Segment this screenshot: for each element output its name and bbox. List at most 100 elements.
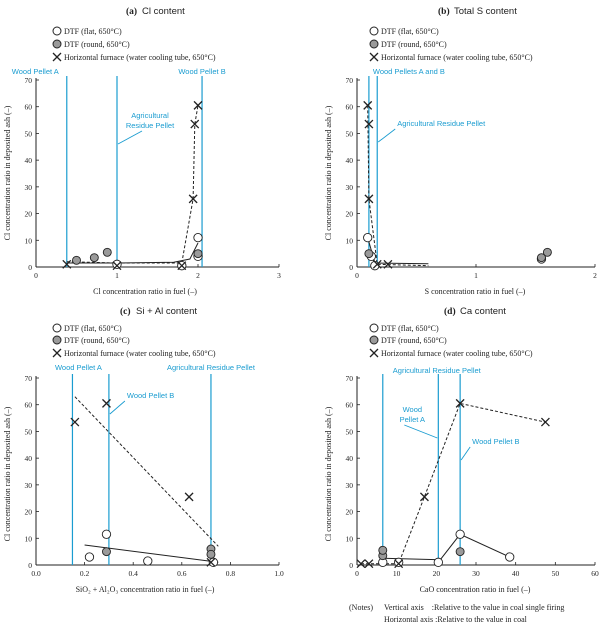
data-point-dtf-round <box>537 253 546 263</box>
data-point-horizontal-furnace <box>62 259 72 269</box>
data-point-horizontal-furnace <box>206 557 216 567</box>
trend-line-dashed <box>361 402 546 565</box>
data-point-dtf-round <box>378 545 388 555</box>
x-tick-label: 1 <box>115 271 119 280</box>
y-tick-label: 30 <box>25 481 33 490</box>
reference-line-arrow <box>460 446 471 461</box>
trend-line-dashed <box>66 105 199 264</box>
x-tick-label: 1 <box>474 271 478 280</box>
panel-b-xlabel: S concentration ratio in fuel (–) <box>425 287 526 296</box>
legend-c: DTF (flat, 650°C) DTF (round, 650°C) Hor… <box>52 323 216 358</box>
legend-d-flat-marker <box>369 323 379 333</box>
legend-d-horizontal-label: Horizontal furnace (water cooling tube, … <box>381 349 533 358</box>
panel-a-prefix: (a) <box>126 6 137 17</box>
y-tick-label: 70 <box>346 374 354 383</box>
data-point-horizontal-furnace <box>394 559 404 569</box>
y-tick-label: 20 <box>25 210 33 219</box>
legend-b-flat-marker <box>369 26 379 36</box>
plot-a: 0 10 20 30 40 50 60 70 0 1 2 3 Wood Pellet A Agricult… <box>12 67 281 280</box>
legend-b-horizontal-marker <box>369 52 379 62</box>
x-tick-label: 0.2 <box>80 569 90 578</box>
plot-b: 0 10 20 30 40 50 60 70 0 1 2 Wood Pellets A and B Ag… <box>346 67 598 280</box>
reference-line-label: Wood Pellet B <box>127 391 174 400</box>
data-point-dtf-round <box>206 549 216 559</box>
reference-line-label: Wood Pellet B <box>472 437 519 446</box>
reference-line-label: Wood Pellets A and B <box>373 67 445 76</box>
data-point-horizontal-furnace <box>364 194 374 204</box>
panel-a: (a) Cl content DTF (flat, 650°C) DTF (ro… <box>3 6 281 296</box>
legend-d-flat-label: DTF (flat, 650°C) <box>381 324 439 333</box>
data-point-dtf-flat <box>393 557 404 567</box>
y-tick-label: 0 <box>349 561 353 570</box>
legend-d-round-marker <box>369 335 379 345</box>
y-tick-label: 10 <box>25 534 33 543</box>
x-tick-label: 0.0 <box>31 569 41 578</box>
panel-c-title: Si + Al content <box>136 306 197 317</box>
legend-c-flat-label: DTF (flat, 650°C) <box>64 324 122 333</box>
data-point-dtf-round <box>455 547 465 557</box>
x-tick-label: 2 <box>593 271 597 280</box>
y-tick-label: 60 <box>25 401 33 410</box>
panel-d-ylabel: Cl concentration ratio in deposited ash … <box>324 406 333 541</box>
data-point-dtf-round <box>102 547 111 557</box>
trend-line-dashed <box>74 396 219 547</box>
x-tick-label: 0.6 <box>177 569 187 578</box>
data-point-horizontal-furnace <box>177 261 187 271</box>
data-point-dtf-flat <box>101 529 112 539</box>
data-point-dtf-flat <box>363 232 373 243</box>
y-tick-label: 10 <box>25 236 33 245</box>
y-tick-label: 20 <box>25 508 33 517</box>
panel-a-ylabel: Cl concentration ratio in deposited ash … <box>3 105 12 240</box>
legend-a: DTF (flat, 650°C) DTF (round, 650°C) Hor… <box>52 26 216 62</box>
reference-line-label: Wood Pellet A <box>12 67 59 76</box>
y-tick-label: 20 <box>346 508 354 517</box>
notes: (Notes) Vertical axis :Relative to the v… <box>349 603 564 624</box>
data-point-horizontal-furnace <box>419 492 429 502</box>
panel-c-prefix: (c) <box>120 306 131 317</box>
plot-d: 0 10 20 30 40 50 60 70 0 10 20 30 40 50 60 Agricultural… <box>346 366 600 578</box>
data-point-dtf-round <box>364 249 374 259</box>
legend-a-round-marker <box>52 39 62 49</box>
panel-c-ylabel: Cl concentration ratio in deposited ash … <box>3 406 12 541</box>
data-point-horizontal-furnace <box>356 559 366 569</box>
data-point-dtf-flat <box>84 552 95 562</box>
legend-c-horizontal-label: Horizontal furnace (water cooling tube, … <box>64 349 216 358</box>
data-point-dtf-flat <box>505 552 515 562</box>
legend-b: DTF (flat, 650°C) DTF (round, 650°C) Hor… <box>369 26 533 62</box>
data-point-dtf-round <box>542 247 552 257</box>
panel-b-prefix: (b) <box>438 6 450 17</box>
x-tick-label: 30 <box>472 569 480 578</box>
data-point-horizontal-furnace <box>363 100 373 110</box>
data-point-dtf-round <box>193 249 203 259</box>
x-tick-label: 3 <box>277 271 281 280</box>
legend-c-flat-marker <box>52 323 62 333</box>
x-tick-label: 0.4 <box>129 569 139 578</box>
x-tick-label: 20 <box>433 569 441 578</box>
data-point-dtf-flat <box>193 232 203 243</box>
plot-c: 0 10 20 30 40 50 60 70 0.0 0.2 0.4 0.6 0.8 1.0 Wood Pe… <box>25 363 284 578</box>
x-tick-label: 2 <box>196 271 200 280</box>
data-point-dtf-flat <box>433 557 443 567</box>
y-tick-label: 10 <box>346 236 354 245</box>
reference-line-label: Wood <box>403 405 422 414</box>
legend-a-flat-label: DTF (flat, 650°C) <box>64 27 122 36</box>
data-point-horizontal-furnace <box>455 398 465 408</box>
y-tick-label: 40 <box>25 454 33 463</box>
reference-line-arrow <box>117 130 143 145</box>
x-tick-label: 0.8 <box>226 569 236 578</box>
data-point-horizontal-furnace <box>70 417 80 427</box>
y-tick-label: 60 <box>25 103 33 112</box>
y-tick-label: 30 <box>25 183 33 192</box>
y-tick-label: 50 <box>25 129 33 138</box>
panel-b: (b) Total S content DTF (flat, 650°C) DT… <box>324 6 597 296</box>
data-point-dtf-round <box>102 247 112 257</box>
x-tick-label: 60 <box>591 569 599 578</box>
data-point-horizontal-furnace <box>540 417 550 427</box>
reference-line-label: Wood Pellet B <box>178 67 225 76</box>
legend-a-horizontal-label: Horizontal furnace (water cooling tube, … <box>64 53 216 62</box>
y-tick-label: 40 <box>346 156 354 165</box>
legend-d: DTF (flat, 650°C) DTF (round, 650°C) Hor… <box>369 323 533 358</box>
reference-line-label: Agricultural Residue Pellet <box>393 366 482 375</box>
data-point-horizontal-furnace <box>188 194 198 204</box>
legend-c-round-marker <box>52 335 62 345</box>
